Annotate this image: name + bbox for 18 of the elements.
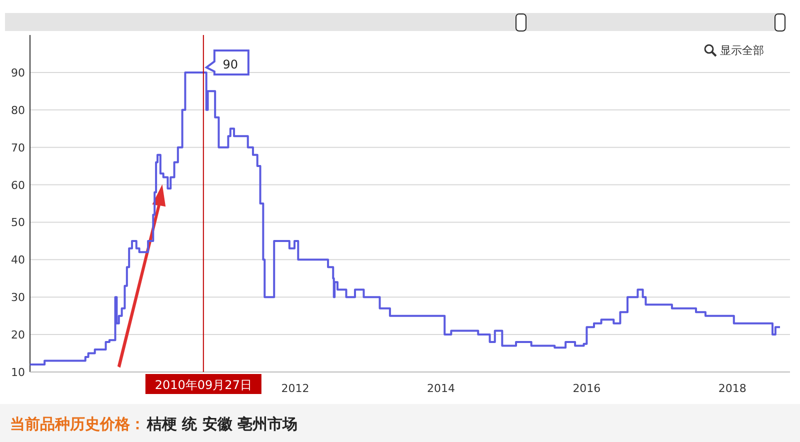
y-tick-label: 20	[11, 328, 25, 342]
y-tick-label: 90	[11, 66, 25, 80]
x-tick-label: 2018	[718, 382, 746, 395]
text: 当前品种历史价格：	[10, 415, 145, 433]
y-tick-label: 80	[11, 104, 25, 117]
y-tick-label: 10	[11, 366, 25, 379]
text: 桔梗 统 安徽 亳州市场	[146, 415, 298, 433]
x-tick-label: 2014	[426, 382, 455, 395]
annotation: 显示全部	[720, 44, 764, 57]
x-tick-label: 2016	[572, 382, 601, 395]
y-tick-label: 50	[11, 216, 25, 230]
x-tick-label: 2012	[281, 382, 310, 395]
annotation: 90	[222, 57, 238, 72]
ref-line-label: 2010年09月27日	[154, 378, 252, 392]
y-tick-label: 70	[11, 141, 25, 154]
y-tick-label: 40	[11, 254, 25, 267]
y-tick-label: 60	[11, 178, 25, 192]
y-tick-label: 30	[11, 291, 25, 304]
